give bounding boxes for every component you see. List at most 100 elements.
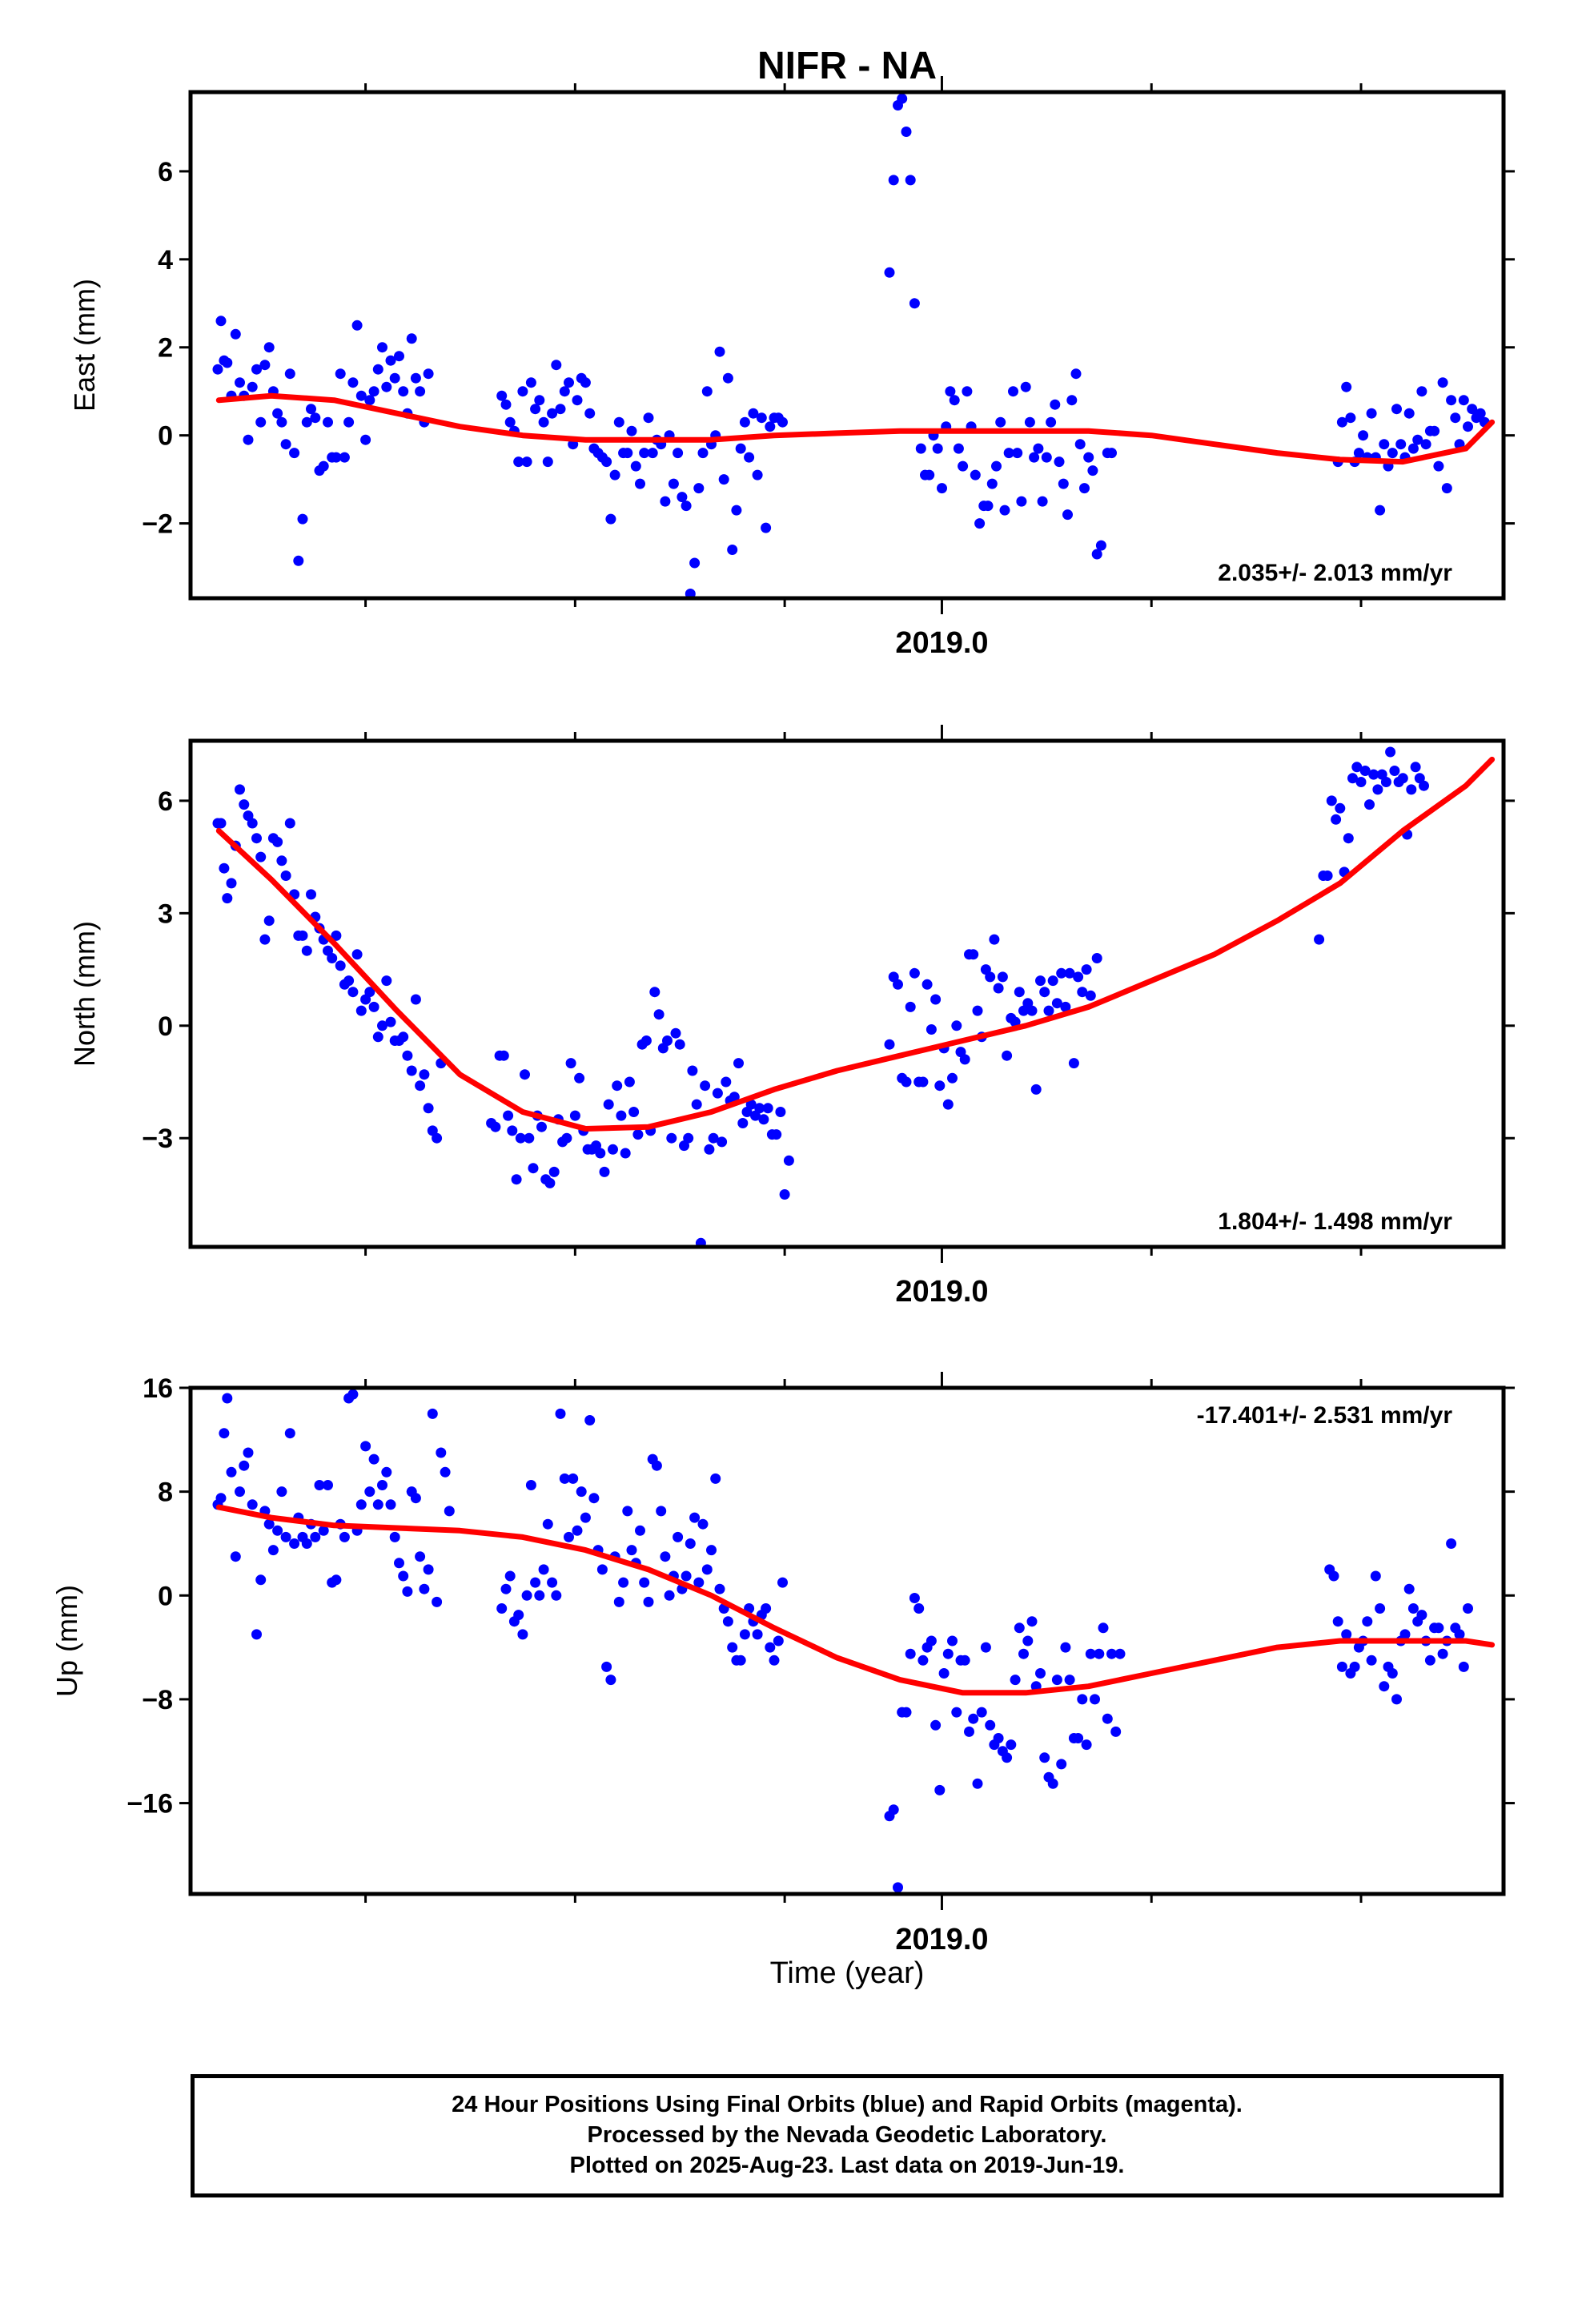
data-point bbox=[643, 412, 654, 424]
data-point bbox=[622, 1506, 633, 1517]
data-point bbox=[1029, 452, 1040, 463]
data-point bbox=[521, 1590, 532, 1601]
data-point bbox=[272, 836, 283, 847]
y-tick-label: −8 bbox=[142, 1685, 173, 1715]
data-point bbox=[276, 416, 287, 428]
data-point bbox=[674, 1039, 685, 1050]
data-point bbox=[1355, 777, 1367, 787]
fit-curve bbox=[215, 392, 1496, 465]
data-point bbox=[893, 979, 903, 990]
data-point bbox=[372, 1499, 383, 1510]
data-point bbox=[415, 1551, 426, 1562]
velocity-annotation: 2.035+/- 2.013 mm/yr bbox=[1218, 560, 1452, 586]
data-point bbox=[762, 1103, 773, 1114]
data-point bbox=[982, 501, 994, 512]
data-points bbox=[212, 93, 1490, 598]
data-point bbox=[748, 408, 759, 419]
data-point bbox=[389, 1531, 400, 1542]
data-point bbox=[1458, 395, 1469, 406]
data-point bbox=[504, 416, 516, 428]
data-point bbox=[368, 1001, 379, 1012]
data-point bbox=[1380, 777, 1391, 787]
data-point bbox=[901, 1707, 912, 1718]
data-point bbox=[588, 1493, 600, 1504]
data-point bbox=[758, 1114, 769, 1125]
data-point bbox=[1051, 998, 1062, 1009]
data-point bbox=[1037, 496, 1048, 507]
data-point bbox=[765, 1642, 776, 1653]
data-point bbox=[1054, 456, 1065, 468]
data-point bbox=[561, 1132, 572, 1144]
data-point bbox=[673, 1531, 684, 1542]
data-point bbox=[406, 333, 417, 344]
data-point bbox=[1375, 505, 1386, 516]
data-point bbox=[905, 175, 916, 186]
data-point bbox=[700, 1080, 711, 1092]
data-point bbox=[1347, 773, 1358, 784]
data-point bbox=[664, 1590, 675, 1601]
data-point bbox=[1012, 448, 1023, 459]
data-point bbox=[339, 452, 350, 463]
data-point bbox=[372, 1031, 383, 1043]
data-point bbox=[744, 452, 755, 463]
data-point bbox=[394, 1558, 404, 1569]
data-point bbox=[419, 1583, 430, 1594]
data-point bbox=[1406, 784, 1417, 795]
data-point bbox=[327, 953, 338, 963]
data-point bbox=[624, 1076, 635, 1088]
data-point bbox=[1087, 465, 1098, 476]
north-panel: −3 0 3 6 2019.0 North (mm) 1.804+/- 1.498 mm/y… bbox=[68, 725, 1515, 1309]
data-point bbox=[1366, 408, 1377, 419]
data-points bbox=[212, 746, 1429, 1247]
data-point bbox=[722, 372, 733, 384]
data-point bbox=[351, 949, 363, 960]
data-point bbox=[427, 1408, 438, 1419]
data-point bbox=[989, 934, 1000, 945]
data-point bbox=[1336, 416, 1347, 428]
data-point bbox=[1450, 412, 1461, 424]
data-point bbox=[530, 404, 541, 415]
data-point bbox=[574, 1072, 585, 1084]
y-tick-label: 3 bbox=[158, 899, 173, 929]
data-point bbox=[685, 1538, 696, 1549]
data-point bbox=[368, 1454, 379, 1465]
data-point bbox=[934, 1080, 946, 1092]
data-point bbox=[932, 443, 943, 454]
data-point bbox=[1379, 439, 1390, 450]
data-point bbox=[385, 1016, 396, 1027]
data-point bbox=[235, 377, 245, 388]
data-point bbox=[653, 1009, 665, 1020]
data-point bbox=[951, 1707, 962, 1718]
data-point bbox=[1389, 766, 1400, 776]
data-point bbox=[1008, 386, 1018, 397]
data-point bbox=[280, 870, 291, 881]
data-point bbox=[385, 1499, 396, 1510]
data-point bbox=[618, 1577, 629, 1588]
data-point bbox=[1026, 1005, 1038, 1016]
data-point bbox=[708, 1132, 719, 1144]
data-point bbox=[1463, 421, 1473, 432]
y-axis-label: Up (mm) bbox=[50, 1585, 83, 1697]
data-point bbox=[255, 1574, 267, 1586]
data-point bbox=[239, 799, 250, 810]
data-point bbox=[297, 513, 308, 525]
data-point bbox=[595, 1148, 606, 1159]
data-point bbox=[215, 818, 227, 829]
data-point bbox=[1085, 1648, 1096, 1659]
data-point bbox=[1039, 1752, 1050, 1763]
data-point bbox=[331, 1574, 342, 1586]
data-point bbox=[381, 975, 392, 987]
plot-frame bbox=[188, 1385, 1506, 1896]
data-point bbox=[1395, 439, 1407, 450]
data-point bbox=[235, 1486, 245, 1498]
y-tick-label: −16 bbox=[126, 1789, 173, 1819]
data-point bbox=[1437, 1648, 1448, 1659]
data-point bbox=[263, 1518, 275, 1530]
data-point bbox=[951, 1020, 962, 1031]
data-point bbox=[1002, 1752, 1013, 1763]
data-point bbox=[1010, 1016, 1021, 1027]
y-tick-label: 0 bbox=[158, 1581, 173, 1611]
data-point bbox=[735, 1655, 746, 1666]
data-point bbox=[310, 1531, 321, 1542]
data-point bbox=[226, 1466, 237, 1478]
